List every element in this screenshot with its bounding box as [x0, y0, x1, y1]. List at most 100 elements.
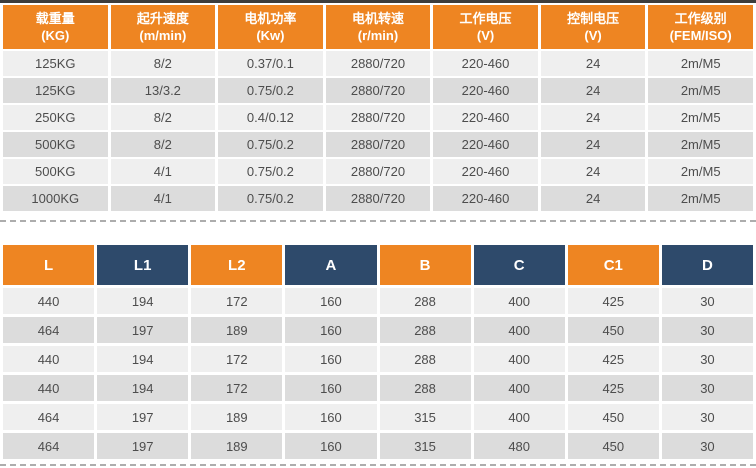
- table-cell: 2880/720: [325, 186, 431, 211]
- table-cell: 400: [473, 317, 565, 343]
- table-cell: 8/2: [110, 51, 216, 76]
- table-cell: 2880/720: [325, 78, 431, 103]
- dim-header-C: C: [473, 245, 565, 285]
- table-cell: 288: [379, 375, 471, 401]
- table-cell: 189: [191, 404, 283, 430]
- table-cell: 400: [473, 288, 565, 314]
- table-cell: 500KG: [3, 159, 108, 184]
- table-cell: 30: [661, 346, 753, 372]
- table-row: 464 197 189 160 315 400 450 30: [3, 404, 753, 430]
- table-cell: 172: [191, 346, 283, 372]
- table-cell: 4/1: [110, 159, 216, 184]
- header-line1: 电机功率: [244, 11, 297, 26]
- table-cell: 24: [540, 159, 646, 184]
- header-line2: (FEM/ISO): [669, 28, 732, 43]
- spec-table-body: 125KG 8/2 0.37/0.1 2880/720 220-460 24 2m/M5 12…: [3, 51, 753, 211]
- table-cell: 125KG: [3, 78, 108, 103]
- table-cell: 220-460: [433, 51, 538, 76]
- table-cell: 0.75/0.2: [218, 78, 323, 103]
- table-cell: 2880/720: [325, 105, 431, 130]
- dim-header-A: A: [285, 245, 377, 285]
- dim-header-C1: C1: [567, 245, 659, 285]
- table-cell: 2880/720: [325, 159, 431, 184]
- table-cell: 2m/M5: [648, 186, 753, 211]
- table-cell: 24: [540, 51, 646, 76]
- table-row: 440 194 172 160 288 400 425 30: [3, 346, 753, 372]
- table-row: 500KG 4/1 0.75/0.2 2880/720 220-460 24 2m/M5: [3, 159, 753, 184]
- table-cell: 500KG: [3, 132, 108, 157]
- table-cell: 30: [661, 288, 753, 314]
- table-cell: 194: [97, 346, 189, 372]
- table-cell: 160: [285, 317, 377, 343]
- table-cell: 220-460: [433, 186, 538, 211]
- spec-table: 载重量 (KG) 起升速度 (m/min) 电机功率 (Kw) 电机转速 (r/…: [0, 3, 756, 213]
- table-cell: 440: [3, 346, 95, 372]
- spec-header-lifting-speed: 起升速度 (m/min): [110, 5, 216, 49]
- dim-header-L: L: [3, 245, 95, 285]
- spec-header-motor-speed: 电机转速 (r/min): [325, 5, 431, 49]
- spec-header-motor-power: 电机功率 (Kw): [218, 5, 323, 49]
- table-cell: 440: [3, 288, 95, 314]
- spec-table-header-row: 载重量 (KG) 起升速度 (m/min) 电机功率 (Kw) 电机转速 (r/…: [3, 5, 753, 49]
- table-cell: 288: [379, 346, 471, 372]
- dashed-separator-bottom: [0, 464, 756, 466]
- table-cell: 2m/M5: [648, 105, 753, 130]
- spec-header-work-class: 工作级别 (FEM/ISO): [648, 5, 753, 49]
- table-cell: 425: [567, 288, 659, 314]
- table-row: 250KG 8/2 0.4/0.12 2880/720 220-460 24 2m/M5: [3, 105, 753, 130]
- table-cell: 288: [379, 288, 471, 314]
- spec-header-load-capacity: 载重量 (KG): [3, 5, 108, 49]
- table-cell: 172: [191, 288, 283, 314]
- dim-header-D: D: [661, 245, 753, 285]
- table-cell: 160: [285, 404, 377, 430]
- table-row: 464 197 189 160 288 400 450 30: [3, 317, 753, 343]
- table-cell: 2880/720: [325, 51, 431, 76]
- table-cell: 160: [285, 288, 377, 314]
- table-cell: 2880/720: [325, 132, 431, 157]
- table-cell: 288: [379, 317, 471, 343]
- table-cell: 30: [661, 375, 753, 401]
- table-cell: 0.75/0.2: [218, 186, 323, 211]
- table-cell: 30: [661, 433, 753, 459]
- table-cell: 400: [473, 346, 565, 372]
- table-cell: 220-460: [433, 132, 538, 157]
- header-line2: (m/min): [139, 28, 187, 43]
- header-line2: (r/min): [357, 28, 399, 43]
- table-cell: 24: [540, 186, 646, 211]
- table-cell: 450: [567, 404, 659, 430]
- header-line2: (V): [476, 28, 495, 43]
- dim-header-L1: L1: [97, 245, 189, 285]
- table-row: 125KG 13/3.2 0.75/0.2 2880/720 220-460 24 2m/M…: [3, 78, 753, 103]
- table-cell: 24: [540, 78, 646, 103]
- table-cell: 2m/M5: [648, 51, 753, 76]
- dim-header-B: B: [379, 245, 471, 285]
- table-cell: 30: [661, 404, 753, 430]
- header-line2: (Kw): [256, 28, 285, 43]
- table-row: 440 194 172 160 288 400 425 30: [3, 375, 753, 401]
- table-cell: 480: [473, 433, 565, 459]
- header-line1: 工作电压: [459, 11, 512, 26]
- table-row: 1000KG 4/1 0.75/0.2 2880/720 220-460 24 2m/M5: [3, 186, 753, 211]
- table-cell: 189: [191, 433, 283, 459]
- table-cell: 194: [97, 375, 189, 401]
- table-cell: 425: [567, 346, 659, 372]
- header-line1: 工作级别: [674, 11, 727, 26]
- table-cell: 315: [379, 404, 471, 430]
- table-cell: 197: [97, 317, 189, 343]
- table-cell: 8/2: [110, 132, 216, 157]
- table-cell: 425: [567, 375, 659, 401]
- dim-header-L2: L2: [191, 245, 283, 285]
- table-cell: 13/3.2: [110, 78, 216, 103]
- table-cell: 0.4/0.12: [218, 105, 323, 130]
- table-cell: 172: [191, 375, 283, 401]
- table-cell: 464: [3, 317, 95, 343]
- table-cell: 220-460: [433, 159, 538, 184]
- table-cell: 125KG: [3, 51, 108, 76]
- table-cell: 2m/M5: [648, 132, 753, 157]
- table-cell: 0.75/0.2: [218, 159, 323, 184]
- table-cell: 220-460: [433, 78, 538, 103]
- table-cell: 0.37/0.1: [218, 51, 323, 76]
- table-cell: 160: [285, 433, 377, 459]
- dimensions-table-body: 440 194 172 160 288 400 425 30 464 197 189 160 288 40…: [3, 288, 753, 459]
- table-cell: 250KG: [3, 105, 108, 130]
